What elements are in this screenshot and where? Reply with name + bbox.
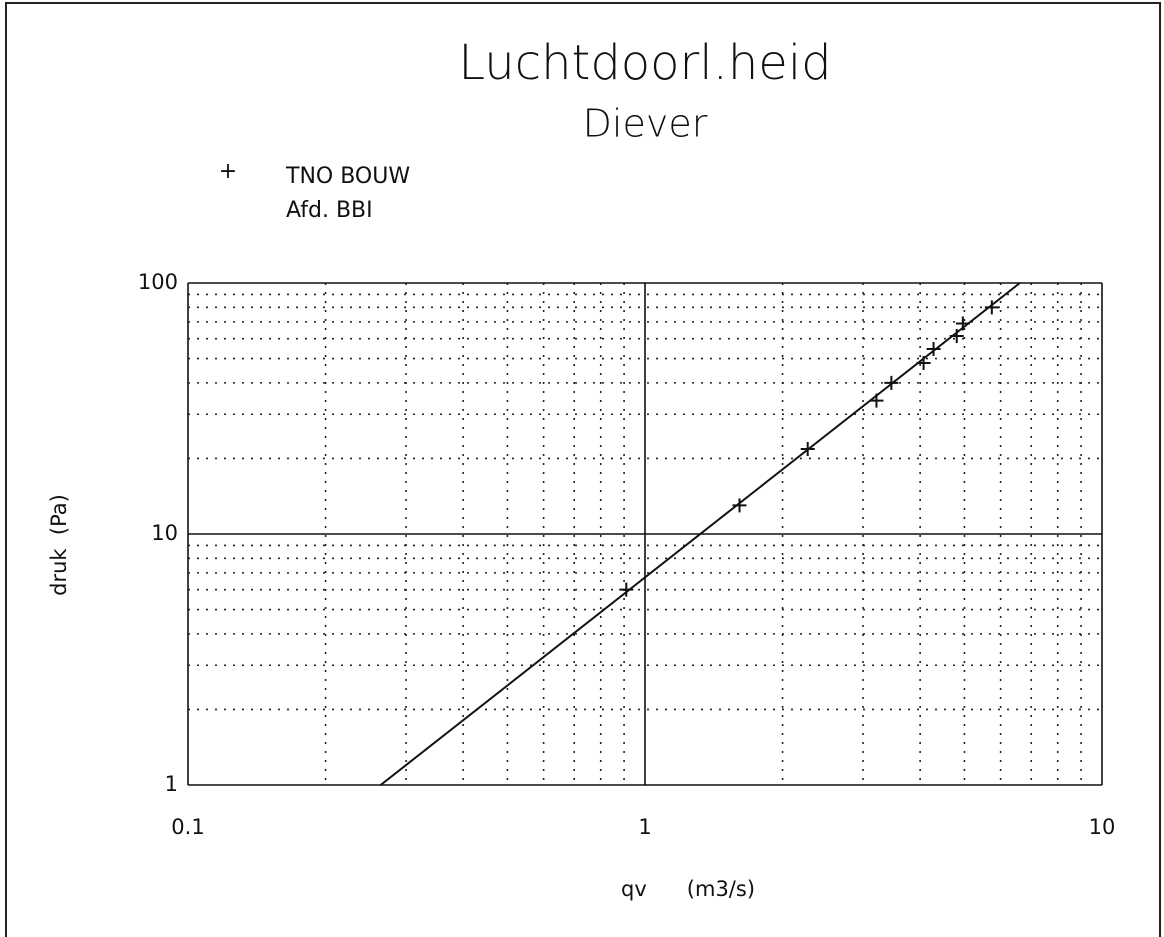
x-axis-label: qv (m3/s) bbox=[621, 877, 755, 901]
data-point bbox=[619, 582, 634, 597]
chart-subtitle: Diever bbox=[583, 102, 708, 146]
x-tick-label: 0.1 bbox=[171, 815, 204, 839]
x-tick-label: 1 bbox=[638, 815, 651, 839]
y-tick-label: 1 bbox=[165, 772, 178, 796]
y-tick-label: 100 bbox=[138, 270, 178, 294]
chart-title: Luchtdoorl.heid bbox=[458, 35, 831, 91]
data-point bbox=[884, 375, 899, 390]
x-tick-label: 10 bbox=[1089, 815, 1116, 839]
legend-label: Afd. BBI bbox=[286, 198, 373, 223]
data-point bbox=[926, 341, 941, 356]
data-point bbox=[949, 328, 964, 343]
data-point bbox=[732, 498, 747, 513]
fit-line bbox=[380, 282, 1021, 786]
data-point bbox=[800, 442, 815, 457]
legend-label: TNO BOUW bbox=[285, 164, 410, 189]
data-point bbox=[955, 316, 970, 331]
data-point bbox=[916, 356, 931, 371]
y-tick-label: 10 bbox=[151, 521, 178, 545]
data-point bbox=[869, 393, 884, 408]
data-point bbox=[984, 300, 999, 315]
y-axis-label: druk (Pa) bbox=[47, 494, 71, 596]
frame bbox=[5, 2, 1161, 937]
legend-marker: + bbox=[219, 159, 237, 184]
